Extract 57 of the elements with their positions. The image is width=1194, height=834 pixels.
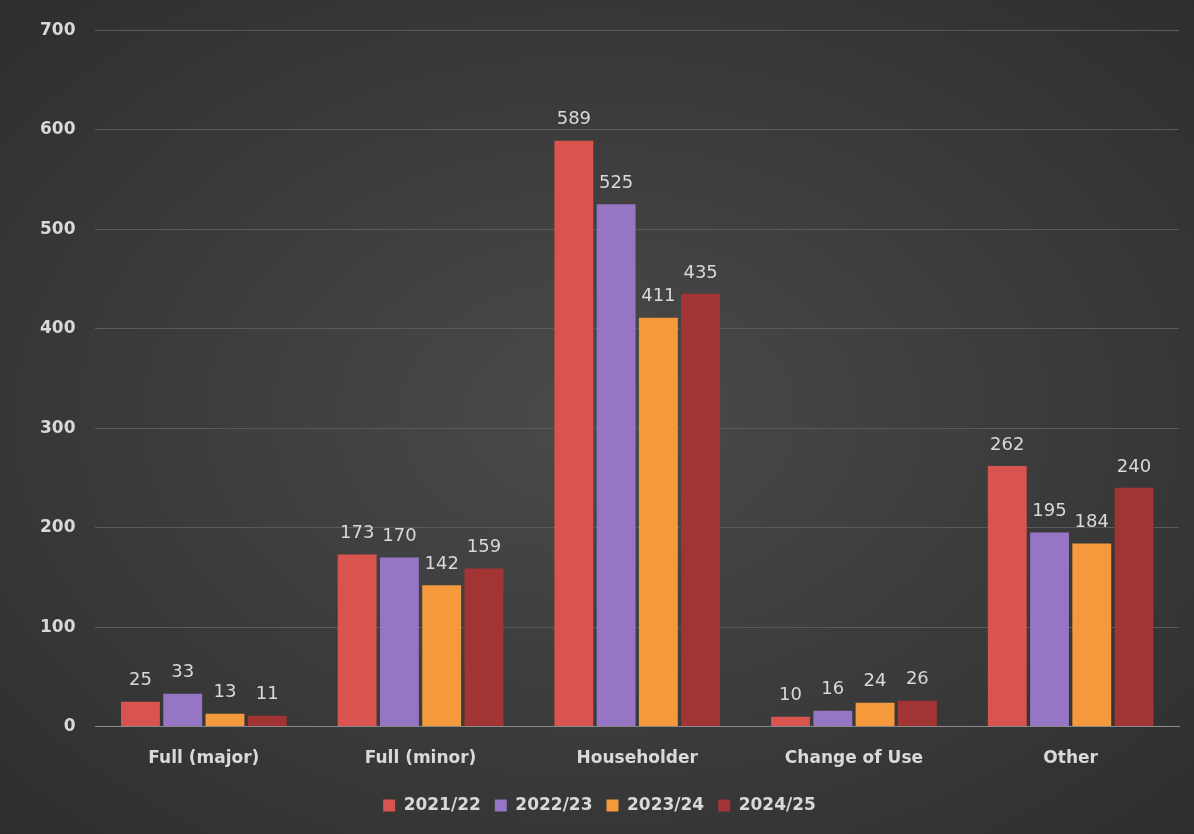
data-label: 195 [1032,499,1067,521]
data-label: 159 [466,535,502,557]
y-tick-label: 500 [39,217,76,238]
bar [205,713,245,727]
y-tick-label: 0 [63,715,76,736]
data-label: 435 [683,260,718,282]
bar [771,716,810,727]
y-tick-label: 300 [39,416,76,437]
bar [987,465,1027,727]
data-label: 589 [556,107,592,129]
bar [1114,487,1154,727]
x-tick-label: Full (major) [148,747,260,768]
data-label: 262 [990,432,1025,454]
bar [379,557,419,727]
bar [638,317,678,727]
bar [163,693,203,727]
bar [337,554,377,727]
y-tick-label: 700 [39,18,76,39]
data-label: 16 [821,677,845,699]
legend-label: 2021/22 [403,793,481,814]
bar [855,702,895,727]
data-label: 33 [171,660,195,682]
x-tick-label: Other [1043,747,1099,768]
y-tick-label: 600 [39,118,76,139]
x-tick-label: Change of Use [784,747,924,768]
bar [247,715,287,727]
bar [596,204,636,727]
y-tick-label: 100 [39,615,76,636]
data-label: 10 [779,683,803,705]
x-tick-label: Householder [576,747,699,768]
data-label: 170 [382,524,417,546]
data-label: 411 [641,284,676,306]
bar [554,140,594,727]
legend-label: 2022/23 [515,793,593,814]
bar [1030,532,1069,727]
data-label: 142 [424,552,459,573]
data-label: 26 [905,667,929,689]
data-label: 525 [598,170,634,192]
x-tick-label: Full (minor) [364,747,477,768]
y-tick-label: 200 [39,516,76,537]
legend-label: 2023/24 [627,793,705,814]
bar [121,701,160,727]
bar [1072,543,1112,727]
bar [681,293,721,727]
bar [897,700,937,727]
data-label: 13 [213,680,237,702]
legend-label: 2024/25 [738,793,816,814]
bar [813,710,853,727]
bar [422,585,462,727]
data-label: 240 [1116,454,1152,476]
y-tick-label: 400 [39,317,76,338]
bar [464,568,504,727]
data-label: 184 [1074,510,1109,532]
data-label: 173 [339,521,375,543]
data-label: 11 [255,682,279,704]
data-label: 24 [863,669,887,691]
data-label: 25 [129,668,152,690]
